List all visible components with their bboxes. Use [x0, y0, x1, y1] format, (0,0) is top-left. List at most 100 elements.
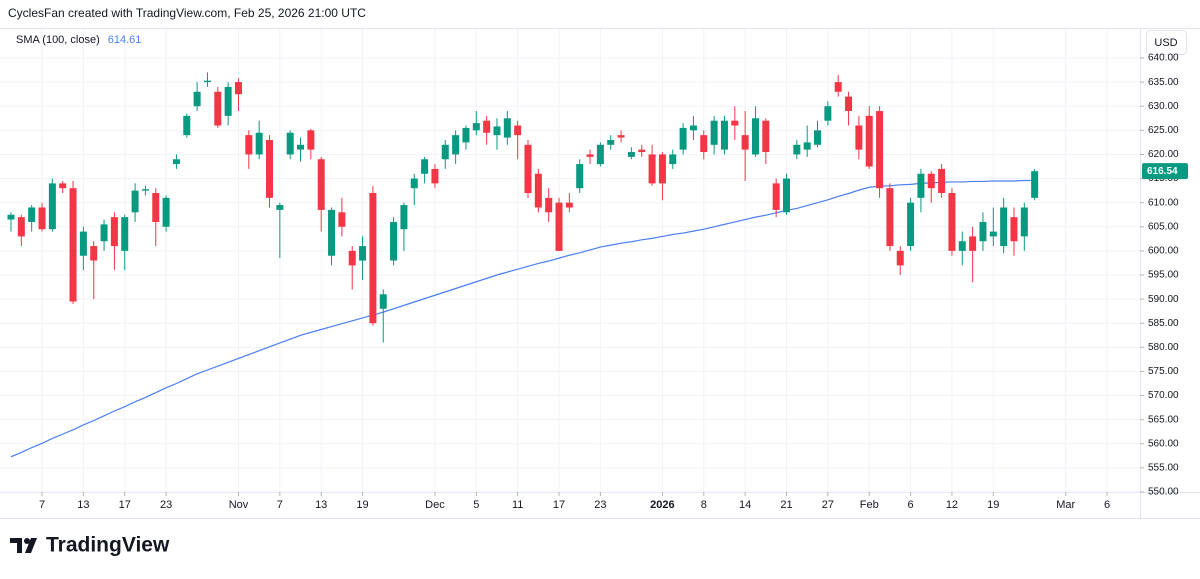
candle-body — [648, 154, 656, 184]
candle-body — [493, 126, 501, 136]
candle-body — [38, 207, 46, 230]
candle-body — [28, 207, 36, 222]
x-tick-label: 21 — [780, 499, 792, 511]
y-tick-label: 605.00 — [1148, 221, 1179, 232]
candle-body — [969, 236, 977, 251]
candle-body — [462, 127, 470, 143]
candle-body — [803, 142, 811, 150]
candle-body — [369, 193, 377, 324]
candle-body — [348, 250, 356, 266]
candle-body — [266, 139, 273, 198]
chart-title: CyclesFan created with TradingView.com, … — [8, 6, 366, 20]
candle-body — [297, 144, 305, 150]
x-tick-label: 8 — [701, 499, 707, 511]
candle-body — [338, 212, 346, 227]
x-tick-label: 7 — [39, 499, 45, 511]
candle-body — [59, 183, 67, 189]
y-tick-label: 570.00 — [1148, 390, 1179, 401]
candle-body — [700, 135, 708, 153]
candle-body — [1000, 207, 1008, 247]
x-tick-label: 17 — [553, 499, 565, 511]
candle-body — [886, 188, 894, 247]
x-tick-label: Feb — [860, 499, 879, 511]
candle-body — [400, 205, 408, 230]
candle-body — [472, 123, 480, 131]
x-tick-label: Nov — [229, 499, 249, 511]
candle-body — [255, 132, 263, 155]
legend-value: 614.61 — [108, 34, 142, 46]
y-tick-label: 630.00 — [1148, 101, 1179, 112]
x-tick-label: 13 — [77, 499, 89, 511]
x-tick-label: 23 — [594, 499, 606, 511]
candle-body — [141, 189, 149, 191]
candle-body — [110, 217, 118, 247]
currency-button[interactable] — [1146, 30, 1187, 55]
candle-body — [234, 82, 242, 95]
candle-body — [410, 178, 418, 189]
candle-body — [741, 135, 749, 150]
legend-label: SMA (100, close) — [16, 34, 100, 46]
x-tick-label: 19 — [356, 499, 368, 511]
candle-body — [534, 173, 542, 208]
candle-body — [514, 125, 522, 136]
candle-body — [214, 91, 222, 126]
x-tick-label: 2026 — [650, 499, 674, 511]
candle-body — [638, 149, 646, 153]
candle-body — [441, 144, 449, 160]
brand-logo — [10, 538, 37, 553]
candle-body — [421, 159, 429, 174]
candle-body — [679, 127, 687, 150]
sma-line — [10, 179, 1035, 458]
candle-body — [865, 115, 873, 167]
candle-body — [1031, 171, 1039, 198]
candle-body — [1010, 217, 1018, 242]
candle-body — [7, 214, 15, 220]
candle-body — [121, 217, 129, 251]
candle-body — [172, 159, 180, 165]
x-tick-label: 6 — [1104, 499, 1110, 511]
candle-body — [328, 209, 336, 256]
candle-body — [627, 152, 635, 157]
brand-icon-dot — [24, 538, 30, 544]
candle-body — [17, 217, 25, 237]
candle-body — [545, 197, 553, 213]
candle-body — [555, 202, 563, 251]
candle-body — [824, 106, 832, 121]
candle-body — [762, 120, 770, 153]
candle-body — [203, 80, 211, 83]
candle-body — [307, 130, 315, 150]
candle-body — [162, 197, 170, 227]
x-tick-label: 19 — [987, 499, 999, 511]
candle-body — [669, 154, 677, 165]
x-tick-label: 5 — [473, 499, 479, 511]
y-tick-label: 580.00 — [1148, 342, 1179, 353]
candle-body — [617, 135, 625, 138]
candle-body — [586, 154, 594, 157]
x-tick-label: 23 — [160, 499, 172, 511]
x-tick-label: 12 — [946, 499, 958, 511]
candle-body — [69, 188, 77, 302]
y-tick-label: 555.00 — [1148, 463, 1179, 474]
candle-body — [917, 173, 925, 198]
candle-body — [79, 231, 87, 256]
candle-body — [989, 231, 997, 237]
candle-body — [958, 241, 966, 251]
candle-body — [576, 164, 584, 189]
currency-label[interactable]: USD — [1154, 37, 1177, 49]
candle-body — [359, 246, 367, 261]
y-tick-label: 560.00 — [1148, 438, 1179, 449]
candle-body — [183, 115, 191, 136]
y-tick-label: 585.00 — [1148, 318, 1179, 329]
candle-body — [658, 154, 666, 184]
price-tag — [1142, 163, 1188, 180]
candle-body — [565, 202, 573, 208]
candle-body — [927, 173, 935, 189]
brand-name: TradingView — [46, 534, 170, 557]
candle-body — [193, 91, 201, 107]
candle-body — [720, 120, 728, 150]
candle-body — [224, 86, 232, 116]
y-tick-label: 610.00 — [1148, 197, 1179, 208]
candle-body — [896, 250, 904, 266]
candle-body — [1020, 207, 1028, 237]
